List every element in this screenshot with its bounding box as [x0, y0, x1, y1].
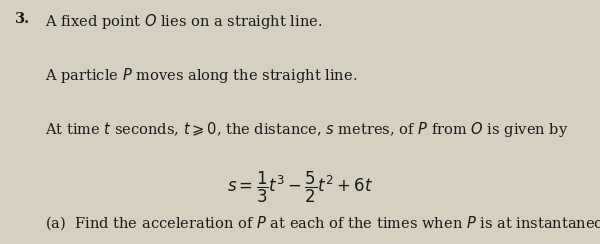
Text: 3.: 3. — [15, 12, 30, 26]
Text: $s = \dfrac{1}{3}t^3 - \dfrac{5}{2}t^2 + 6t$: $s = \dfrac{1}{3}t^3 - \dfrac{5}{2}t^2 +… — [227, 170, 373, 205]
Text: At time $t$ seconds, $t \geqslant 0$, the distance, $s$ metres, of $P$ from $O$ : At time $t$ seconds, $t \geqslant 0$, th… — [45, 120, 568, 139]
Text: A particle $P$ moves along the straight line.: A particle $P$ moves along the straight … — [45, 66, 358, 85]
Text: (a)  Find the acceleration of $P$ at each of the times when $P$ is at instantane: (a) Find the acceleration of $P$ at each… — [45, 215, 600, 232]
Text: A fixed point $O$ lies on a straight line.: A fixed point $O$ lies on a straight lin… — [45, 12, 322, 31]
